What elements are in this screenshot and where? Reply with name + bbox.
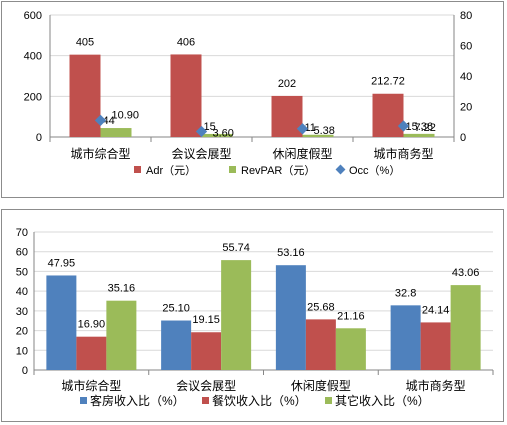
- legend-swatch: [80, 397, 87, 404]
- data-label: 47.95: [48, 257, 76, 269]
- data-label: 53.16: [277, 247, 305, 259]
- category-label: 会议会展型: [171, 147, 231, 161]
- data-label: 19.15: [192, 314, 220, 326]
- y2-tick-label: 60: [460, 41, 472, 53]
- bar-revpar: [100, 128, 132, 137]
- y-tick-label: 60: [16, 247, 28, 259]
- bar-room: [390, 305, 421, 370]
- legend-label: RevPAR（元）: [241, 164, 315, 177]
- category-label: 城市综合型: [61, 378, 121, 393]
- marker-occ: [195, 125, 208, 138]
- data-label: 35.16: [108, 283, 136, 295]
- bar-revpar: [403, 133, 435, 137]
- y-tick-label: 30: [16, 306, 28, 318]
- legend-label: Adr（元）: [146, 164, 196, 177]
- y-tick-label: 200: [24, 91, 42, 103]
- bar-food: [191, 332, 222, 370]
- y-tick-label: 50: [16, 266, 28, 278]
- bar-revpar: [302, 134, 334, 137]
- data-label-revpar: 11: [305, 122, 316, 134]
- y-tick-label: 600: [24, 10, 42, 22]
- data-label-occ: 10.90: [112, 109, 140, 121]
- bar-room: [161, 320, 192, 370]
- legend-swatch: [325, 397, 332, 404]
- data-label: 32.8: [395, 287, 416, 299]
- legend-swatch: [202, 397, 209, 404]
- bar-food: [305, 319, 336, 370]
- data-label-occ: 5.38: [314, 125, 335, 137]
- bar-other: [335, 328, 366, 370]
- y-tick-label: 10: [16, 345, 28, 357]
- data-label-adr: 202: [278, 78, 296, 90]
- data-label-revpar: 15: [204, 121, 216, 133]
- revenue-ratio-chart: 0 10 20 30 40 50 60 70 47.95 16.90 35.16 城市综合型 25.10…: [16, 227, 494, 408]
- data-label: 25.10: [162, 303, 190, 315]
- bar-food: [76, 336, 107, 370]
- data-label-adr: 406: [177, 36, 195, 48]
- data-label: 43.06: [452, 267, 480, 279]
- data-label-revpar: 15.36: [406, 121, 434, 133]
- data-label: 21.16: [337, 310, 365, 322]
- bar-revpar: [201, 133, 233, 137]
- legend-label: 其它收入比（%）: [335, 393, 430, 408]
- y-tick-label: 70: [16, 227, 28, 239]
- bar-room: [275, 265, 306, 370]
- y-tick-label: 20: [16, 326, 28, 338]
- y-tick-label: 0: [36, 132, 42, 144]
- legend-label: 客房收入比（%）: [90, 393, 185, 408]
- bar-adr: [69, 54, 101, 137]
- bar-other: [221, 260, 252, 370]
- legend-label: 餐饮收入比（%）: [212, 393, 307, 408]
- data-label: 25.68: [307, 301, 335, 313]
- data-label: 16.90: [78, 319, 106, 331]
- category-label: 城市商务型: [373, 146, 433, 161]
- y2-tick-label: 80: [460, 10, 472, 22]
- bar-adr: [271, 95, 303, 137]
- data-label: 55.74: [222, 242, 250, 254]
- data-label: 24.14: [422, 304, 450, 316]
- bar-room: [46, 275, 77, 370]
- data-label-occ: 7.22: [415, 122, 436, 134]
- data-label-occ: 3.60: [213, 128, 234, 140]
- legend-marker: [335, 164, 346, 175]
- bar-adr: [372, 93, 404, 137]
- y-tick-label: 400: [24, 51, 42, 63]
- y2-tick-label: 20: [460, 102, 472, 114]
- category-label: 休闲度假型: [272, 146, 332, 161]
- bar-food: [420, 322, 451, 370]
- category-label: 休闲度假型: [291, 378, 351, 393]
- bar-other: [450, 285, 481, 370]
- y-tick-label: 0: [22, 365, 28, 377]
- legend-swatch: [229, 166, 236, 173]
- category-label: 城市综合型: [70, 146, 130, 161]
- legend-swatch: [134, 166, 141, 173]
- data-label-adr: 405: [76, 37, 94, 49]
- category-label: 会议会展型: [176, 379, 236, 393]
- y-tick-label: 40: [16, 286, 28, 298]
- bar-adr: [170, 54, 202, 137]
- category-label: 城市商务型: [406, 378, 466, 393]
- chart-panel-revenue-ratio: 0 10 20 30 40 50 60 70 47.95 16.90 35.16 城市综合型 25.10…: [1, 209, 504, 422]
- data-label-adr: 212.72: [371, 76, 405, 88]
- y2-tick-label: 40: [460, 71, 472, 83]
- bar-other: [106, 300, 137, 370]
- data-label-revpar: 44: [103, 115, 115, 127]
- y2-tick-label: 0: [460, 132, 466, 144]
- legend-label: Occ（%）: [349, 164, 400, 177]
- chart-panel-hotel-indicators: 0 200 400 600 0 20 40 60 80 405 44 10.90 城市综合型 406 15 3…: [1, 1, 504, 198]
